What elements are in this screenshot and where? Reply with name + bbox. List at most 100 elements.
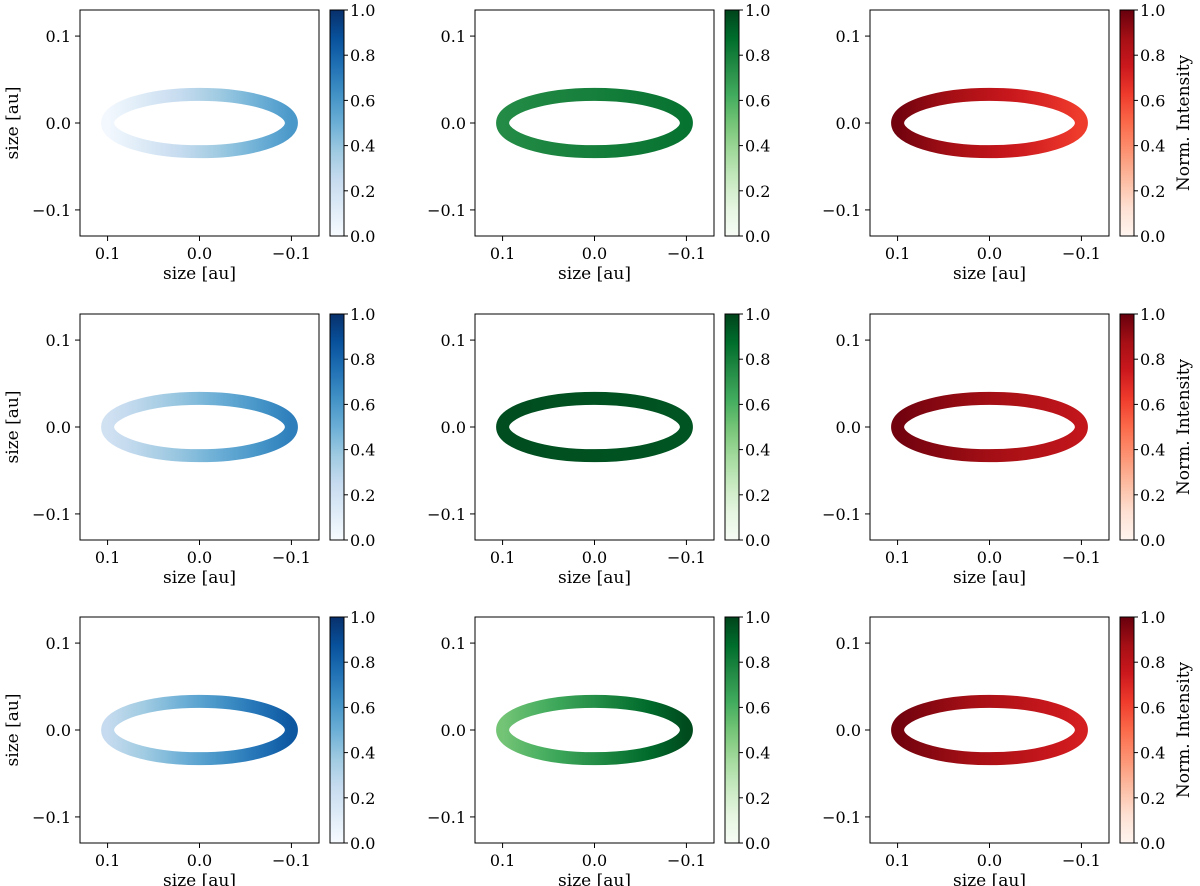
colorbar-tick-label: 0.4 — [745, 744, 770, 763]
y-axis-label: size [au] — [3, 694, 23, 767]
colorbar-tick-label: 1.0 — [350, 1, 375, 20]
x-tick-label: 0.1 — [885, 548, 910, 567]
colorbar-tick-label: 0.8 — [1140, 46, 1165, 65]
x-tick-label: 0.0 — [582, 548, 607, 567]
colorbar-tick-label: 0.6 — [1140, 91, 1165, 110]
y-tick-label: −0.1 — [32, 201, 71, 220]
y-tick-label: −0.1 — [32, 505, 71, 524]
colorbar — [1119, 616, 1135, 844]
disk-ring — [496, 87, 693, 159]
x-axis-label: size [au] — [163, 264, 236, 284]
x-tick-label: −0.1 — [667, 851, 706, 870]
y-tick-label: 0.1 — [441, 634, 466, 653]
x-axis-label: size [au] — [163, 871, 236, 886]
y-tick-label: 0.0 — [836, 721, 861, 740]
colorbar-tick-label: 0.0 — [1140, 834, 1165, 853]
y-tick-label: −0.1 — [822, 201, 861, 220]
colorbar-tick-label: 0.0 — [350, 531, 375, 550]
colorbar-tick-label: 0.0 — [350, 834, 375, 853]
x-axis-label: size [au] — [953, 568, 1026, 588]
colorbar-tick-label: 0.6 — [745, 698, 770, 717]
axes-frame — [79, 9, 320, 237]
colorbar-tick-label: 0.0 — [1140, 531, 1165, 550]
x-axis-label: size [au] — [953, 264, 1026, 284]
colorbar — [329, 313, 345, 541]
x-tick-label: −0.1 — [272, 548, 311, 567]
x-axis-label: size [au] — [558, 871, 631, 886]
colorbar-tick-label: 0.2 — [745, 182, 770, 201]
colorbar — [724, 616, 740, 844]
y-tick-label: −0.1 — [427, 201, 466, 220]
colorbar-tick-label: 0.4 — [1140, 137, 1165, 156]
colorbar — [1119, 9, 1135, 237]
colorbar — [1119, 313, 1135, 541]
colorbar-tick-label: 1.0 — [350, 608, 375, 627]
colorbar-tick-label: 0.0 — [745, 531, 770, 550]
axes-frame — [869, 313, 1110, 541]
x-tick-label: 0.0 — [977, 548, 1002, 567]
colorbar-tick-label: 0.2 — [350, 486, 375, 505]
y-tick-label: −0.1 — [822, 505, 861, 524]
y-tick-label: 0.0 — [441, 114, 466, 133]
y-tick-label: 0.1 — [46, 331, 71, 350]
y-tick-label: 0.0 — [836, 114, 861, 133]
y-axis-label: size [au] — [3, 87, 23, 160]
colorbar-tick-label: 0.4 — [1140, 744, 1165, 763]
y-tick-label: 0.1 — [46, 634, 71, 653]
y-tick-label: 0.1 — [836, 27, 861, 46]
disk-ring — [101, 87, 298, 159]
colorbar — [724, 9, 740, 237]
colorbar-tick-label: 0.4 — [745, 441, 770, 460]
y-tick-label: 0.1 — [441, 27, 466, 46]
x-tick-label: 0.1 — [490, 244, 515, 263]
x-tick-label: −0.1 — [1062, 548, 1101, 567]
colorbar-tick-label: 0.2 — [1140, 789, 1165, 808]
x-axis-label: size [au] — [558, 568, 631, 588]
colorbar-tick-label: 0.6 — [350, 698, 375, 717]
colorbar-tick-label: 0.6 — [350, 91, 375, 110]
colorbar — [724, 313, 740, 541]
colorbar-tick-label: 0.4 — [350, 441, 375, 460]
axes-frame — [474, 616, 715, 844]
colorbar-tick-label: 0.6 — [1140, 395, 1165, 414]
axes-frame — [474, 313, 715, 541]
x-tick-label: −0.1 — [1062, 851, 1101, 870]
x-tick-label: −0.1 — [272, 244, 311, 263]
colorbar-tick-label: 1.0 — [1140, 608, 1165, 627]
colorbar-tick-label: 1.0 — [1140, 305, 1165, 324]
colorbar-tick-label: 0.0 — [745, 227, 770, 246]
x-tick-label: 0.1 — [95, 548, 120, 567]
colorbar-tick-label: 0.6 — [745, 91, 770, 110]
disk-ring — [891, 694, 1088, 766]
x-tick-label: 0.1 — [885, 851, 910, 870]
colorbar-tick-label: 0.0 — [1140, 227, 1165, 246]
colorbar-tick-label: 1.0 — [745, 608, 770, 627]
colorbar-tick-label: 0.8 — [350, 46, 375, 65]
colorbar-tick-label: 1.0 — [1140, 1, 1165, 20]
x-tick-label: −0.1 — [667, 244, 706, 263]
colorbar-label: Norm. Intensity — [1174, 661, 1194, 798]
colorbar — [329, 9, 345, 237]
colorbar-tick-label: 0.6 — [1140, 698, 1165, 717]
colorbar-tick-label: 0.2 — [745, 789, 770, 808]
colorbar-tick-label: 0.8 — [350, 653, 375, 672]
x-tick-label: −0.1 — [1062, 244, 1101, 263]
colorbar-tick-label: 1.0 — [350, 305, 375, 324]
colorbar-tick-label: 0.4 — [350, 744, 375, 763]
x-tick-label: 0.1 — [885, 244, 910, 263]
x-tick-label: 0.0 — [187, 548, 212, 567]
colorbar-tick-label: 0.0 — [350, 227, 375, 246]
y-tick-label: 0.0 — [46, 721, 71, 740]
axes-frame — [474, 9, 715, 237]
colorbar-tick-label: 0.4 — [1140, 441, 1165, 460]
y-tick-label: 0.0 — [46, 114, 71, 133]
colorbar-tick-label: 0.4 — [350, 137, 375, 156]
colorbar-tick-label: 0.2 — [350, 789, 375, 808]
colorbar-tick-label: 0.2 — [350, 182, 375, 201]
x-tick-label: 0.1 — [95, 851, 120, 870]
x-tick-label: −0.1 — [667, 548, 706, 567]
y-tick-label: 0.0 — [836, 418, 861, 437]
